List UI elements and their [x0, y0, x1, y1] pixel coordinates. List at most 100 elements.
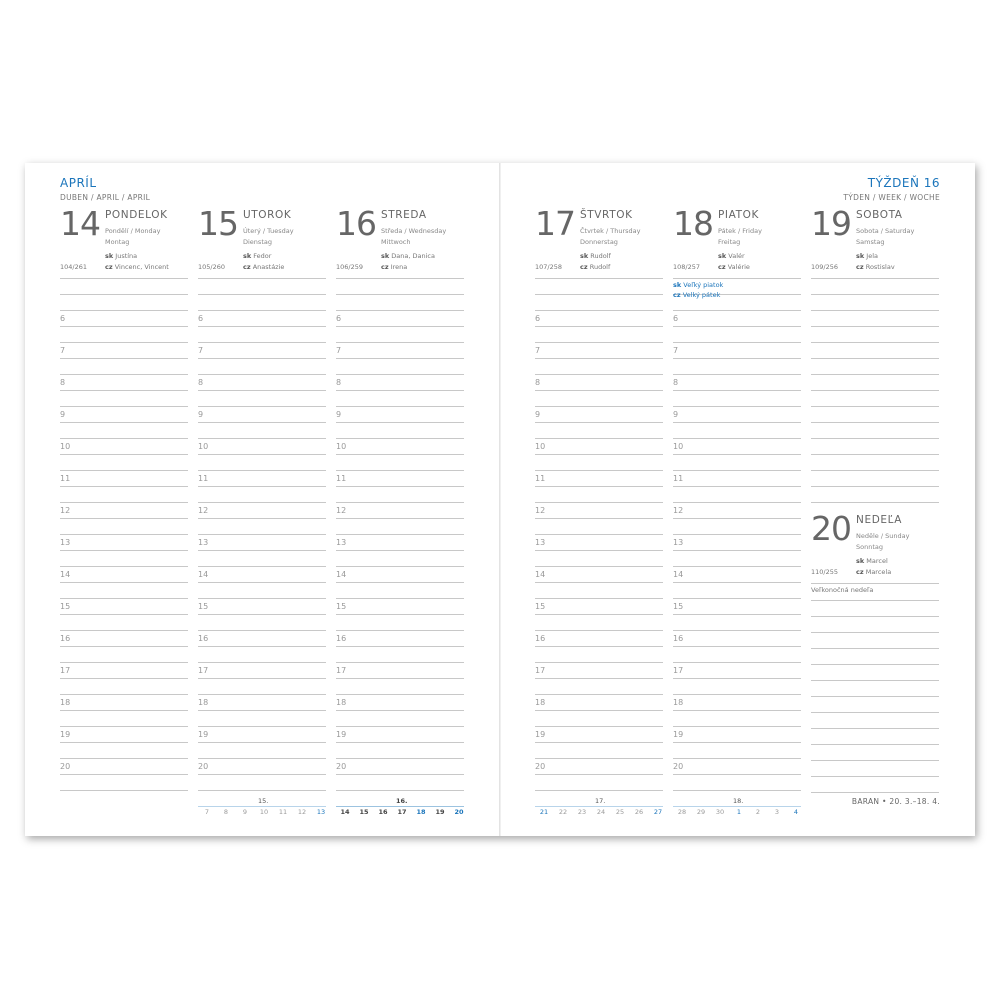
- writing-line[interactable]: [673, 342, 801, 343]
- writing-line[interactable]: [336, 310, 464, 311]
- mini-calendar-day[interactable]: 7: [204, 808, 210, 816]
- writing-line[interactable]: [60, 678, 188, 679]
- writing-line[interactable]: [336, 390, 464, 391]
- writing-line[interactable]: [673, 710, 801, 711]
- writing-line[interactable]: [535, 758, 663, 759]
- mini-calendar-day[interactable]: 9: [242, 808, 248, 816]
- mini-calendar-day[interactable]: 14: [340, 808, 350, 816]
- mini-calendar-day[interactable]: 19: [435, 808, 445, 816]
- mini-calendar-day[interactable]: 23: [577, 808, 587, 816]
- writing-line[interactable]: [336, 438, 464, 439]
- writing-line[interactable]: [60, 774, 188, 775]
- writing-line[interactable]: [673, 678, 801, 679]
- writing-line[interactable]: [673, 726, 801, 727]
- writing-line[interactable]: [811, 583, 939, 584]
- writing-line[interactable]: [198, 502, 326, 503]
- writing-line[interactable]: [535, 486, 663, 487]
- writing-line[interactable]: [336, 582, 464, 583]
- writing-line[interactable]: [811, 438, 939, 439]
- writing-line[interactable]: [535, 726, 663, 727]
- writing-line[interactable]: [673, 422, 801, 423]
- writing-line[interactable]: [535, 502, 663, 503]
- mini-calendar-day[interactable]: 28: [677, 808, 687, 816]
- writing-line[interactable]: [673, 406, 801, 407]
- mini-calendar-day[interactable]: 12: [297, 808, 307, 816]
- writing-line[interactable]: [198, 438, 326, 439]
- writing-line[interactable]: [198, 518, 326, 519]
- writing-line[interactable]: [535, 582, 663, 583]
- writing-line[interactable]: [198, 582, 326, 583]
- writing-line[interactable]: [60, 598, 188, 599]
- mini-calendar-day[interactable]: 18: [416, 808, 426, 816]
- writing-line[interactable]: [673, 790, 801, 791]
- writing-line[interactable]: [60, 422, 188, 423]
- writing-line[interactable]: [673, 310, 801, 311]
- writing-line[interactable]: [811, 712, 939, 713]
- mini-calendar-divider[interactable]: [535, 806, 663, 807]
- writing-line[interactable]: [198, 406, 326, 407]
- writing-line[interactable]: [60, 454, 188, 455]
- writing-line[interactable]: [60, 710, 188, 711]
- writing-line[interactable]: [60, 502, 188, 503]
- writing-line[interactable]: [811, 680, 939, 681]
- writing-line[interactable]: [811, 486, 939, 487]
- writing-line[interactable]: [673, 566, 801, 567]
- writing-line[interactable]: [811, 744, 939, 745]
- writing-line[interactable]: [811, 760, 939, 761]
- writing-line[interactable]: [198, 678, 326, 679]
- writing-line[interactable]: [198, 710, 326, 711]
- writing-line[interactable]: [673, 694, 801, 695]
- writing-line[interactable]: [336, 342, 464, 343]
- writing-line[interactable]: [535, 454, 663, 455]
- writing-line[interactable]: [673, 518, 801, 519]
- writing-line[interactable]: [535, 278, 663, 279]
- writing-line[interactable]: [336, 518, 464, 519]
- writing-line[interactable]: [60, 758, 188, 759]
- writing-line[interactable]: [811, 600, 939, 601]
- writing-line[interactable]: [198, 534, 326, 535]
- writing-line[interactable]: [673, 550, 801, 551]
- writing-line[interactable]: [336, 406, 464, 407]
- writing-line[interactable]: [60, 646, 188, 647]
- writing-line[interactable]: [198, 774, 326, 775]
- writing-line[interactable]: [198, 790, 326, 791]
- writing-line[interactable]: [673, 742, 801, 743]
- writing-line[interactable]: [60, 550, 188, 551]
- writing-line[interactable]: [535, 518, 663, 519]
- writing-line[interactable]: [198, 726, 326, 727]
- writing-line[interactable]: [336, 566, 464, 567]
- writing-line[interactable]: [535, 742, 663, 743]
- writing-line[interactable]: [60, 342, 188, 343]
- writing-line[interactable]: [336, 534, 464, 535]
- writing-line[interactable]: [811, 776, 939, 777]
- writing-line[interactable]: [60, 534, 188, 535]
- mini-calendar-divider[interactable]: [336, 806, 464, 807]
- writing-line[interactable]: [198, 454, 326, 455]
- writing-line[interactable]: [336, 630, 464, 631]
- writing-line[interactable]: [198, 470, 326, 471]
- mini-calendar-day[interactable]: 1: [736, 808, 742, 816]
- mini-calendar-day[interactable]: 3: [774, 808, 780, 816]
- writing-line[interactable]: [60, 310, 188, 311]
- writing-line[interactable]: [535, 342, 663, 343]
- mini-calendar-day[interactable]: 15: [359, 808, 369, 816]
- writing-line[interactable]: [673, 662, 801, 663]
- writing-line[interactable]: [673, 358, 801, 359]
- writing-line[interactable]: [673, 486, 801, 487]
- writing-line[interactable]: [535, 326, 663, 327]
- writing-line[interactable]: [811, 326, 939, 327]
- mini-calendar-divider[interactable]: [673, 806, 801, 807]
- mini-calendar-divider[interactable]: [198, 806, 326, 807]
- writing-line[interactable]: [336, 742, 464, 743]
- writing-line[interactable]: [535, 566, 663, 567]
- writing-line[interactable]: [198, 646, 326, 647]
- writing-line[interactable]: [336, 294, 464, 295]
- writing-line[interactable]: [811, 696, 939, 697]
- writing-line[interactable]: [811, 406, 939, 407]
- writing-line[interactable]: [811, 502, 939, 503]
- writing-line[interactable]: [673, 614, 801, 615]
- writing-line[interactable]: [60, 518, 188, 519]
- mini-calendar-day[interactable]: 17: [397, 808, 407, 816]
- writing-line[interactable]: [336, 774, 464, 775]
- writing-line[interactable]: [336, 502, 464, 503]
